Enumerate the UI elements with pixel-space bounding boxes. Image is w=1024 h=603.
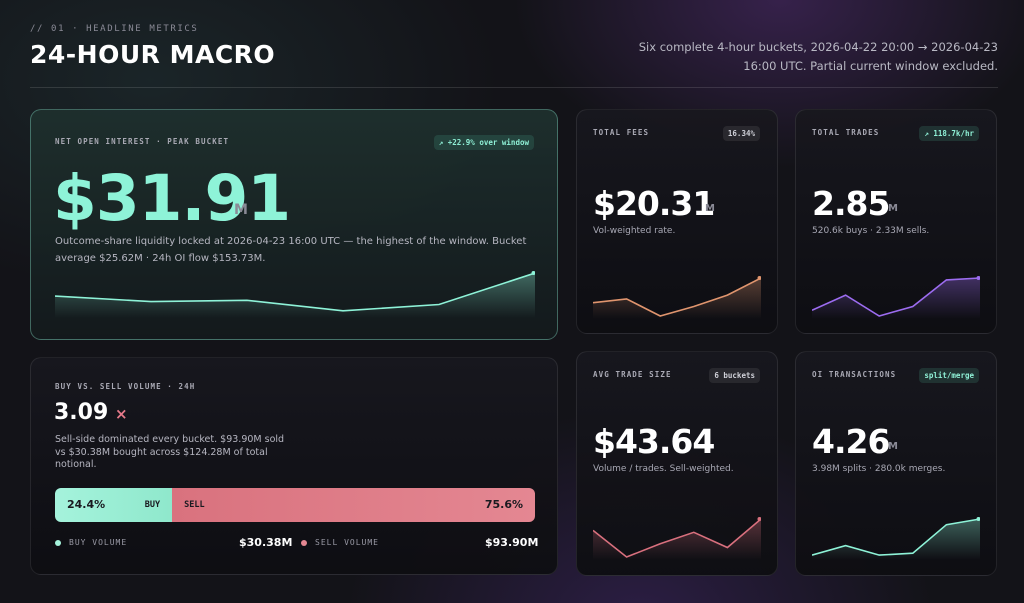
buy-segment: 24.4% BUY [55, 488, 173, 522]
sell-label: SELL [184, 500, 205, 510]
metric-unit: M [234, 202, 248, 218]
sparkline-line [55, 272, 535, 312]
fee-rate-badge: 16.34% [722, 126, 760, 141]
metric-value: 4.26 [812, 422, 890, 461]
sparkline-area [593, 278, 761, 319]
sell-percent: 75.6% [484, 498, 523, 511]
change-badge: ↗ +22.9% over window [433, 135, 534, 150]
card-label: TOTAL TRADES [812, 128, 880, 137]
sparkline-area [812, 278, 980, 319]
section-eyebrow: // 01 · HEADLINE METRICS [30, 24, 199, 34]
card-label: TOTAL FEES [593, 128, 650, 137]
sparkline-end-point [976, 276, 980, 280]
buy-sell-volume-card[interactable]: BUY VS. SELL VOLUME · 24H 3.09 × Sell-si… [30, 357, 558, 575]
buy-label: BUY [144, 500, 161, 510]
net-open-interest-card[interactable]: NET OPEN INTEREST · PEAK BUCKET ↗ +22.9%… [30, 109, 558, 340]
rate-badge: ↗ 118.7k/hr [919, 126, 979, 141]
metric-description: 520.6k buys · 2.33M sells. [812, 226, 930, 236]
sparkline [812, 276, 980, 319]
oi-transactions-card[interactable]: OI TRANSACTIONS split/merge 4.26 M 3.98M… [795, 351, 997, 576]
legend-buy: BUY VOLUME [55, 538, 127, 547]
sparkline-line [593, 518, 761, 558]
legend-sell: SELL VOLUME [301, 538, 379, 547]
buy-percent: 24.4% [67, 498, 106, 511]
sparkline-line [812, 518, 980, 556]
metric-value: 2.85 [812, 184, 890, 223]
total-trades-card[interactable]: TOTAL TRADES ↗ 118.7k/hr 2.85 M 520.6k b… [795, 109, 997, 334]
split-merge-badge: split/merge [919, 368, 979, 383]
metric-value: $20.31 [593, 184, 715, 223]
sell-segment: SELL 75.6% [172, 488, 535, 522]
metric-value: $43.64 [593, 422, 715, 461]
multiply-icon: × [115, 405, 128, 423]
ratio-value: 3.09 [54, 400, 109, 425]
page-title: 24-HOUR MACRO [30, 40, 276, 69]
metric-unit: M [888, 203, 898, 214]
legend-buy-value: $30.38M [239, 536, 293, 549]
buy-dot-icon [55, 539, 61, 546]
sparkline-line [812, 277, 980, 317]
card-label: BUY VS. SELL VOLUME · 24H [55, 382, 196, 391]
metric-unit: M [705, 203, 715, 214]
sparkline [812, 517, 980, 560]
metric-description: Sell-side dominated every bucket. $93.90… [55, 434, 285, 470]
card-label: OI TRANSACTIONS [812, 370, 897, 379]
legend-buy-label: BUY VOLUME [69, 538, 128, 547]
metric-description: Volume / trades. Sell-weighted. [593, 464, 734, 474]
legend-sell-label: SELL VOLUME [315, 538, 379, 547]
buckets-badge: 6 buckets [709, 368, 760, 383]
sparkline-line [593, 277, 761, 317]
sparkline [55, 271, 535, 318]
card-label: AVG TRADE SIZE [593, 370, 672, 379]
sparkline-area [812, 519, 980, 560]
buy-sell-bar: 24.4% BUY SELL 75.6% [55, 488, 535, 522]
avg-trade-size-card[interactable]: AVG TRADE SIZE 6 buckets $43.64 Volume /… [576, 351, 778, 576]
sparkline-end-point [976, 517, 980, 521]
sparkline [593, 276, 761, 319]
sparkline-end-point [531, 271, 535, 275]
page-subtitle: Six complete 4-hour buckets, 2026-04-22 … [638, 40, 998, 73]
sparkline-end-point [757, 517, 761, 521]
total-fees-card[interactable]: TOTAL FEES 16.34% $20.31 M Vol-weighted … [576, 109, 778, 334]
sparkline-area [55, 273, 535, 318]
card-label: NET OPEN INTEREST · PEAK BUCKET [55, 137, 230, 146]
metric-unit: M [888, 441, 898, 452]
metric-description: Outcome-share liquidity locked at 2026-0… [55, 236, 527, 264]
metric-description: 3.98M splits · 280.0k merges. [812, 464, 946, 474]
sparkline [593, 517, 761, 560]
legend-sell-value: $93.90M [485, 536, 539, 549]
sparkline-area [593, 519, 761, 560]
sell-dot-icon [301, 539, 307, 546]
header-divider [30, 87, 998, 88]
metric-value: $31.91 [53, 162, 291, 235]
metric-description: Vol-weighted rate. [593, 226, 676, 236]
sparkline-end-point [757, 276, 761, 280]
